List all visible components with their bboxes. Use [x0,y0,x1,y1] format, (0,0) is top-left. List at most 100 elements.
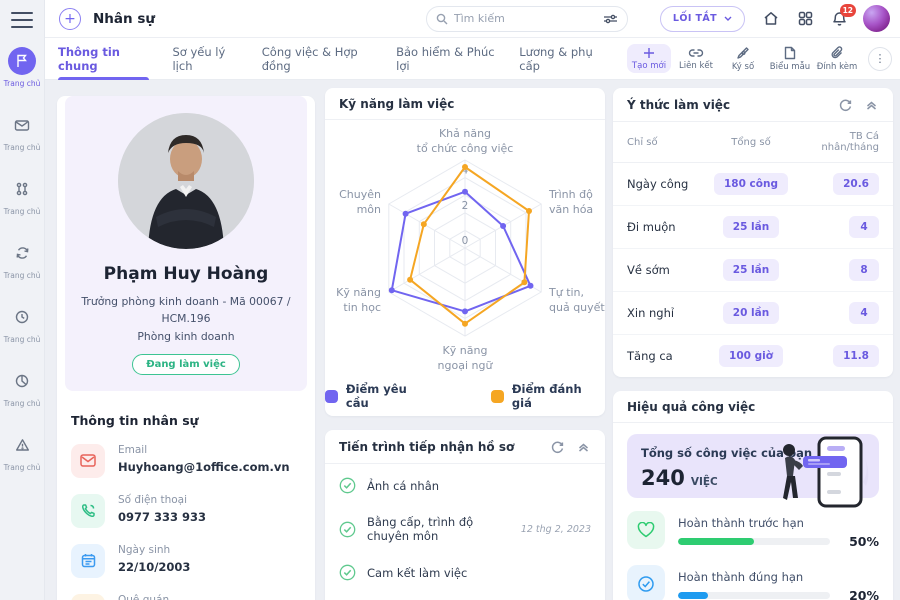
shortcut-button[interactable]: LỐI TẮT [659,5,745,32]
sidebar-item-label: Trang chủ [3,79,41,88]
total-tasks-banner: Tổng số công việc của bạn 240 việc [627,434,879,508]
sidebar-item-label: Trang chủ [3,207,41,216]
digital-sign-button[interactable]: Ký số [721,44,765,74]
phone-illustration [783,436,869,508]
svg-text:tổ chức công việc: tổ chức công việc [417,142,514,155]
sidebar-item-time[interactable]: Trang chủ [2,298,43,348]
tab-resume[interactable]: Sơ yếu lý lịch [172,44,226,73]
org-icon [8,175,36,203]
contact-row-phone: Số điện thoại 0977 333 933 [71,493,301,528]
checklist-item[interactable]: Ảnh cá nhân [325,469,605,502]
tab-insurance-benefits[interactable]: Bảo hiểm & Phúc lợi [396,44,495,73]
heart-icon [627,511,665,549]
home-icon [764,12,778,25]
notifications-button[interactable]: 12 [829,3,856,29]
discipline-card-title: Ý thức làm việc [627,98,731,112]
email-value: Huyhoang@1office.com.vn [118,459,290,474]
checklist-item[interactable]: CCCD/ HC [325,594,605,600]
sidebar-item-mail[interactable]: Trang chủ [2,106,43,156]
tab-general-info[interactable]: Thông tin chung [58,38,150,80]
legend-swatch [325,389,338,403]
skills-card-title: Kỹ năng làm việc [339,97,455,111]
svg-text:Chuyên: Chuyên [339,188,381,201]
total-badge: 25 lần [722,216,780,238]
filter-sliders-icon[interactable] [603,13,618,25]
radar-legend: Điểm yêu cầu Điểm đánh giá [325,382,605,416]
flag-icon [8,47,36,75]
plus-icon [644,48,654,58]
hamburger-menu-icon[interactable] [11,12,33,28]
sidebar-item-home[interactable]: Trang chủ [2,42,43,92]
sidebar-item-label: Trang chủ [3,335,41,344]
skills-card: Kỹ năng làm việc 0 2 4 Khả năng tổ chức công… [325,88,605,416]
warning-icon [8,431,36,459]
onboarding-card-title: Tiến trình tiếp nhận hồ sơ [339,440,515,454]
table-row[interactable]: Đi muộn 25 lần 4 [613,206,893,249]
table-row[interactable]: Về sớm 25 lần 8 [613,249,893,292]
legend-swatch [491,389,504,403]
phone-value: 0977 333 933 [118,509,207,524]
table-row[interactable]: Tăng ca 100 giờ 11.8 [613,335,893,377]
sidebar-item-label: Trang chủ [3,399,41,408]
checklist-item[interactable]: Cam kết làm việc [325,556,605,589]
sidebar-item-report[interactable]: Trang chủ [2,362,43,412]
onboarding-progress-card: Tiến trình tiếp nhận hồ sơ Ảnh cá nhân [325,430,605,600]
sidebar-item-label: Trang chủ [3,143,41,152]
collapse-icon[interactable] [863,97,879,113]
legend-item-evaluated: Điểm đánh giá [491,382,605,410]
link-icon [688,49,704,57]
table-header: Chỉ số Tổng số TB Cá nhân/tháng [613,122,893,163]
search-box[interactable] [425,5,628,32]
employee-profile-card: Phạm Huy Hoàng Trưởng phòng kinh doanh -… [57,96,315,600]
sidebar-item-structure[interactable]: Trang chủ [2,170,43,220]
tab-salary-allowance[interactable]: Lương & phụ cấp [519,44,593,73]
svg-text:Kỹ năng: Kỹ năng [336,286,381,299]
employee-position: Trưởng phòng kinh doanh - Mã 00067 / HCM… [81,295,291,326]
add-record-button[interactable]: + [59,7,81,30]
home-button[interactable] [761,9,781,29]
avatar[interactable] [863,5,890,32]
svg-text:Trình độ: Trình độ [548,188,593,201]
tab-bar: Thông tin chung Sơ yếu lý lịch Công việc… [45,38,900,80]
performance-row-ontime: Hoàn thành đúng hạn 20% [613,558,893,600]
contact-info-section: Thông tin nhân sự Email Huyhoang@1office… [57,399,315,600]
sidebar-item-label: Trang chủ [3,271,41,280]
pie-icon [8,367,36,395]
table-row[interactable]: Ngày công 180 công 20.6 [613,163,893,206]
legend-item-required: Điểm yêu cầu [325,382,433,410]
content-area: Phạm Huy Hoàng Trưởng phòng kinh doanh -… [45,80,900,600]
attachments-button[interactable]: Đính kèm [815,43,859,74]
collapse-icon[interactable] [575,439,591,455]
profile-hero: Phạm Huy Hoàng Trưởng phòng kinh doanh -… [65,96,307,391]
signature-icon [737,46,749,59]
bell-icon [832,11,846,26]
status-badge: Đang làm việc [132,353,240,375]
sidebar-item-alert[interactable]: Trang chủ [2,426,43,476]
svg-text:quả quyết: quả quyết [549,301,605,314]
total-badge: 20 lần [722,302,780,324]
check-circle-icon [339,521,356,537]
check-circle-icon [627,565,665,600]
link-button[interactable]: Liên kết [674,44,718,73]
calendar-icon [71,543,105,578]
contact-row-email: Email Huyhoang@1office.com.vn [71,443,301,478]
notification-badge: 12 [839,3,856,17]
table-row[interactable]: Xin nghỉ 20 lần 4 [613,292,893,335]
search-input[interactable] [453,12,603,25]
sidebar-item-process[interactable]: Trang chủ [2,234,43,284]
create-new-button[interactable]: Tạo mới [627,44,671,73]
checklist-item[interactable]: Bằng cấp, trình độ chuyên môn 12 thg 2, … [325,507,605,551]
avg-badge: 4 [849,216,879,238]
total-tasks-value: 240 [641,466,685,490]
apps-button[interactable] [795,9,815,29]
forms-button[interactable]: Biểu mẫu [768,43,812,74]
refresh-icon[interactable] [549,439,565,455]
refresh-icon[interactable] [837,97,853,113]
sync-icon [8,239,36,267]
total-badge: 25 lần [722,259,780,281]
more-options-button[interactable]: ⋮ [868,46,892,71]
attachment-icon [831,46,842,59]
total-badge: 100 giờ [719,345,783,367]
tab-job-contract[interactable]: Công việc & Hợp đồng [261,44,358,73]
